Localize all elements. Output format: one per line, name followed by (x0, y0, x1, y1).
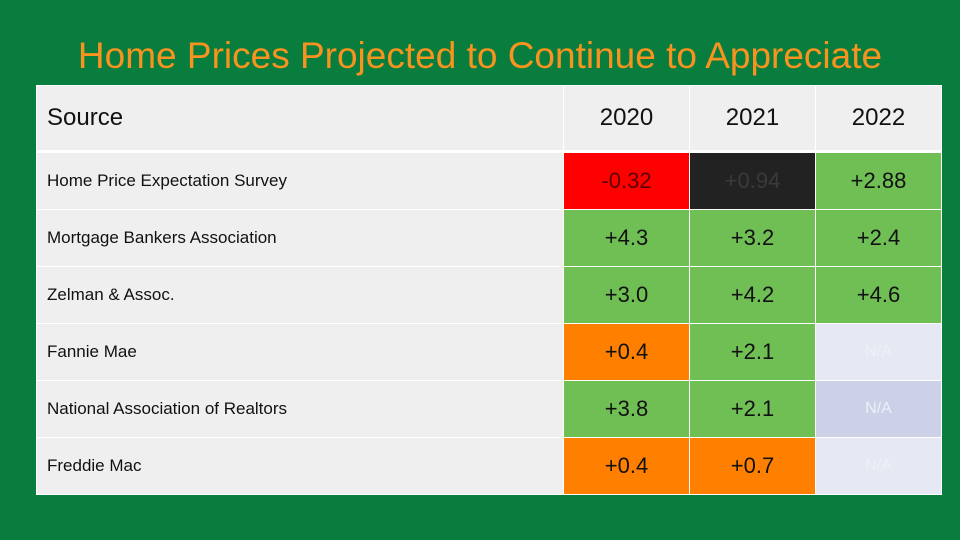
value-cell-2020: +0.4 (563, 323, 690, 381)
value-cell-2022: +2.4 (815, 209, 942, 267)
value-cell-2021: +4.2 (689, 266, 816, 324)
value-cell-2022: +4.6 (815, 266, 942, 324)
value-cell-2022: +2.88 (815, 151, 942, 210)
source-cell: Zelman & Assoc. (36, 266, 564, 324)
slide-title: Home Prices Projected to Continue to App… (77, 35, 883, 76)
forecast-table: Source 2020 2021 2022 Home Price Expecta… (36, 85, 942, 495)
table-row: Freddie Mac +0.4 +0.7 N/A (36, 437, 942, 495)
header-2020: 2020 (563, 85, 690, 152)
value-cell-2021: +3.2 (689, 209, 816, 267)
table-row: Mortgage Bankers Association +4.3 +3.2 +… (36, 209, 942, 267)
source-cell: Mortgage Bankers Association (36, 209, 564, 267)
source-cell: National Association of Realtors (36, 380, 564, 438)
value-cell-2022: N/A (815, 323, 942, 381)
table-row: Fannie Mae +0.4 +2.1 N/A (36, 323, 942, 381)
source-cell: Home Price Expectation Survey (36, 151, 564, 210)
table-row: Home Price Expectation Survey -0.32 +0.9… (36, 151, 942, 210)
value-cell-2020: +4.3 (563, 209, 690, 267)
value-cell-2021: +2.1 (689, 323, 816, 381)
value-cell-2020: +3.8 (563, 380, 690, 438)
table-header-row: Source 2020 2021 2022 (36, 85, 942, 152)
header-2022: 2022 (815, 85, 942, 152)
value-cell-2022: N/A (815, 437, 942, 495)
header-2021: 2021 (689, 85, 816, 152)
value-cell-2021: +2.1 (689, 380, 816, 438)
source-cell: Fannie Mae (36, 323, 564, 381)
value-cell-2021: +0.7 (689, 437, 816, 495)
value-cell-2022: N/A (815, 380, 942, 438)
source-cell: Freddie Mac (36, 437, 564, 495)
header-source: Source (36, 85, 564, 152)
value-cell-2020: +0.4 (563, 437, 690, 495)
table-row: National Association of Realtors +3.8 +2… (36, 380, 942, 438)
value-cell-2021: +0.94 (689, 151, 816, 210)
value-cell-2020: -0.32 (563, 151, 690, 210)
value-cell-2020: +3.0 (563, 266, 690, 324)
table-row: Zelman & Assoc. +3.0 +4.2 +4.6 (36, 266, 942, 324)
